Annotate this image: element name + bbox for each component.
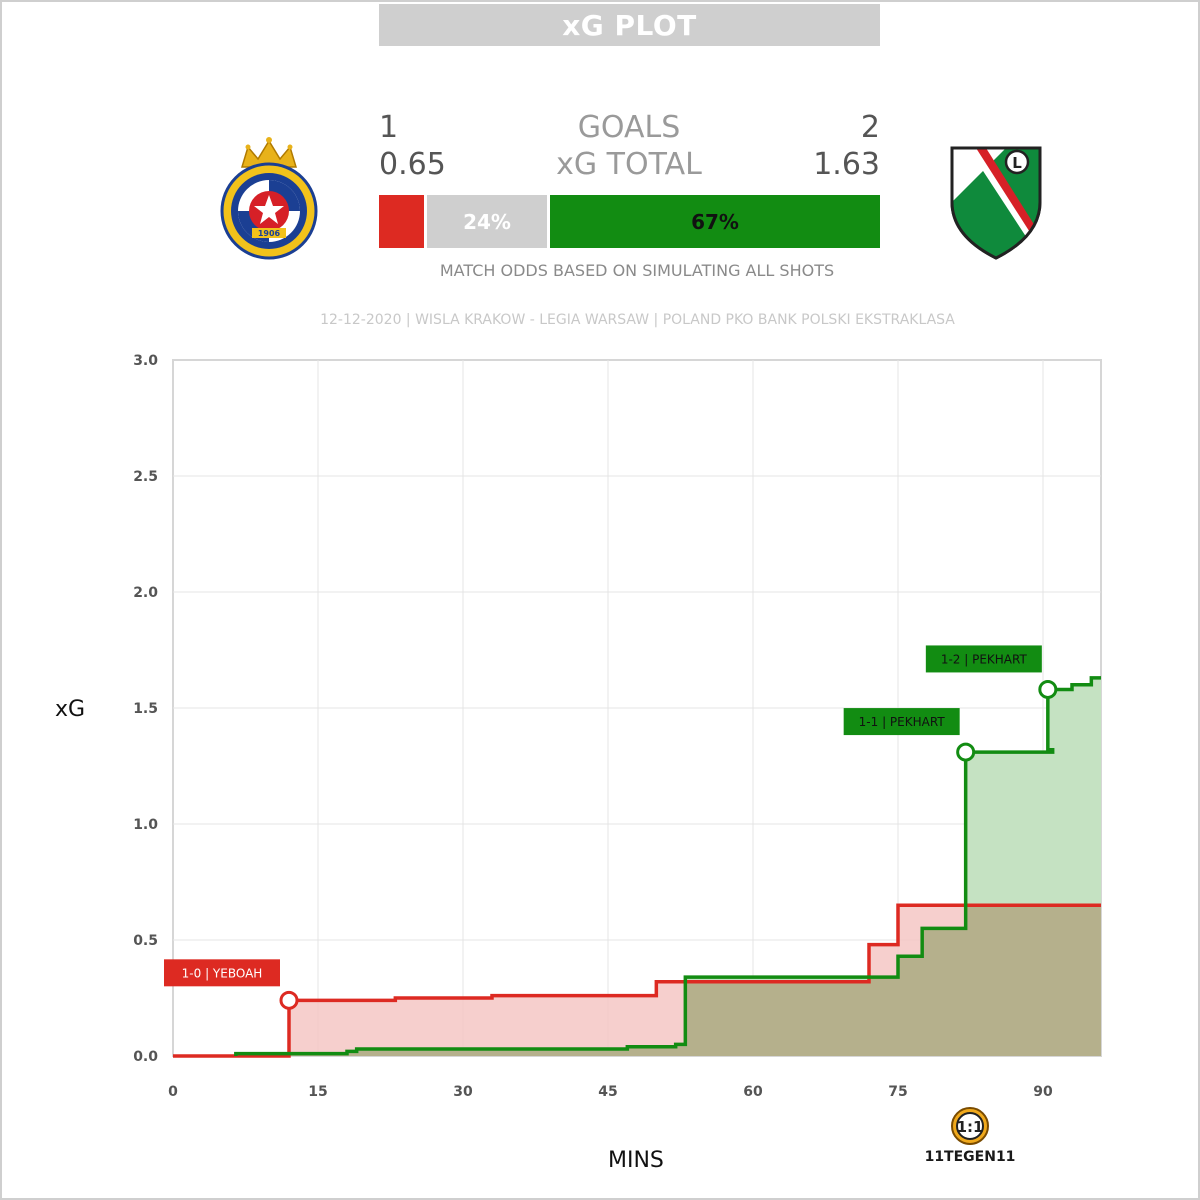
odds-caption: MATCH ODDS BASED ON SIMULATING ALL SHOTS: [439, 261, 835, 280]
x-axis-title: MINS: [608, 1148, 664, 1173]
home-win-odds-bar: [379, 195, 424, 248]
x-tick-label: 75: [888, 1084, 907, 1100]
goal-label: 1-2 | PEKHART: [941, 652, 1028, 666]
x-tick-label: 90: [1033, 1084, 1053, 1100]
goal-marker: [279, 990, 299, 1010]
goals-label: GOALS: [577, 110, 681, 145]
home-xg-line: [173, 903, 1101, 1058]
away-xg-total: 1.63: [813, 147, 880, 182]
y-tick-label: 0.5: [133, 933, 158, 949]
brand-badge: 1:1: [957, 1118, 984, 1136]
y-tick-label: 3.0: [133, 353, 158, 369]
goal-label: 1-0 | YEBOAH: [182, 966, 263, 980]
match-info: 12-12-2020 | WISLA KRAKOW - LEGIA WARSAW…: [320, 312, 955, 328]
goal-label-box: [925, 645, 1042, 673]
goal-label-box: [164, 959, 280, 987]
y-tick-label: 1.0: [133, 817, 158, 833]
y-tick-label: 1.5: [133, 701, 158, 717]
crest-letter: L: [1012, 154, 1022, 172]
away-goals: 2: [860, 110, 880, 145]
home-goals: 1: [379, 110, 399, 145]
away-win-odds-bar: 67%: [550, 195, 880, 248]
x-tick-label: 45: [598, 1084, 617, 1100]
x-tick-label: 60: [743, 1084, 763, 1100]
home-team-crest: 1906: [220, 137, 318, 260]
star-icon: [254, 195, 284, 224]
x-tick-label: 0: [168, 1084, 178, 1100]
crest-year: 1906: [258, 229, 281, 238]
goal-marker: [1038, 679, 1058, 699]
away-xg-line: [234, 676, 1101, 1056]
page-title: xG PLOT: [379, 4, 880, 46]
home-xg-total: 0.65: [379, 147, 446, 182]
y-tick-label: 2.0: [133, 585, 158, 601]
x-tick-label: 30: [453, 1084, 473, 1100]
goal-marker: [956, 742, 976, 762]
xg-total-label: xG TOTAL: [556, 147, 702, 182]
goal-label-box: [843, 708, 960, 736]
y-tick-label: 0.0: [133, 1049, 158, 1065]
x-tick-label: 15: [308, 1084, 327, 1100]
crown-icon: [240, 137, 298, 168]
goal-label: 1-1 | PEKHART: [859, 715, 946, 729]
away-team-crest: L: [950, 146, 1042, 260]
brand-name: 11TEGEN11: [925, 1149, 1015, 1165]
y-axis-title: xG: [55, 697, 86, 722]
draw-odds-bar: 24%: [427, 195, 547, 248]
y-tick-label: 2.5: [133, 469, 158, 485]
brand-logo: 1:1 11TEGEN11: [925, 1107, 1015, 1165]
